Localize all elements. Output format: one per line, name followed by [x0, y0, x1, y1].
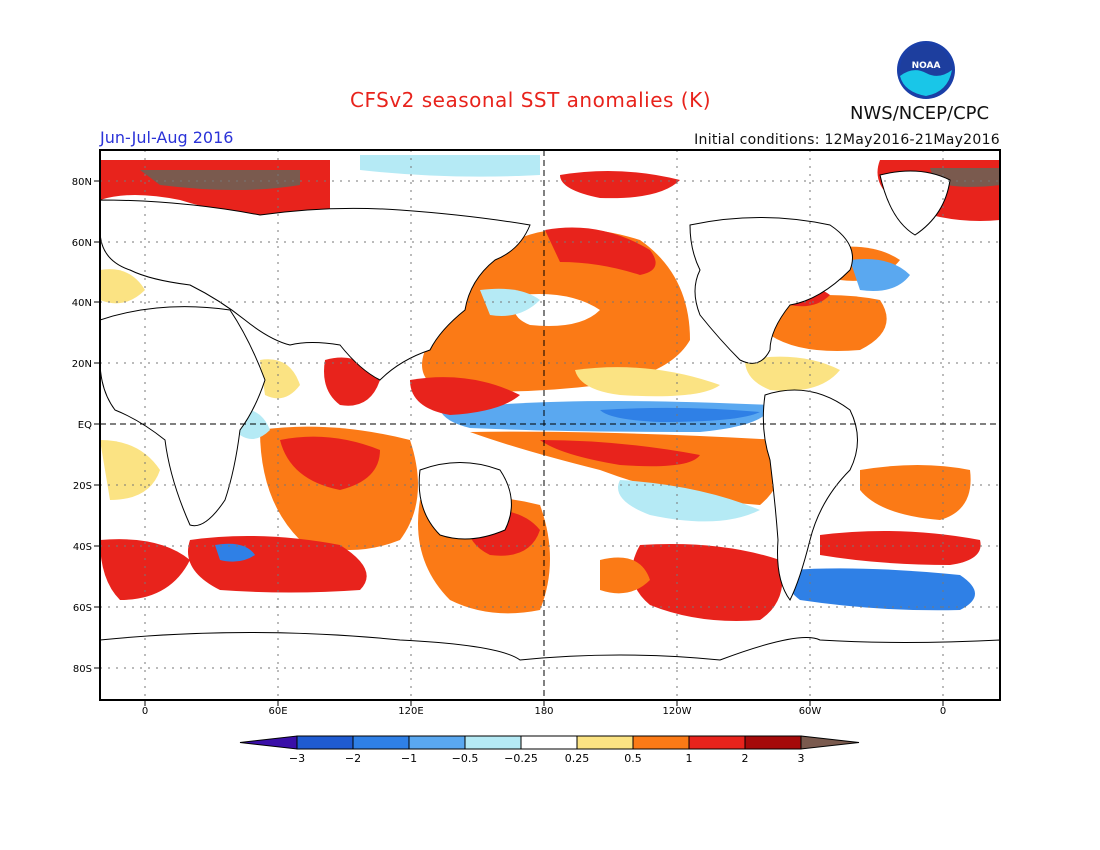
- lat-label: 80S: [73, 664, 92, 675]
- north-america-outline: [689, 217, 853, 364]
- map-title: CFSv2 seasonal SST anomalies (K): [350, 88, 711, 112]
- lat-label: 60N: [72, 238, 92, 249]
- colorbar-label: 3: [798, 752, 805, 765]
- lat-label: 60S: [73, 603, 92, 614]
- lon-label: 120W: [663, 706, 692, 717]
- greenland-outline: [879, 170, 951, 236]
- africa-outline: [100, 306, 266, 527]
- antarctica-outline: [100, 632, 1000, 700]
- colorbar: −3 −2 −1 −0.5 −0.25 0.25 0.5 1 2 3: [239, 735, 860, 765]
- colorbar-label: 2: [742, 752, 749, 765]
- period-label: Jun-Jul-Aug 2016: [100, 128, 234, 147]
- lon-label: 120E: [398, 706, 423, 717]
- colorbar-swatch: [744, 735, 802, 750]
- eurasia-outline: [100, 199, 531, 381]
- lon-label: 0: [142, 706, 148, 717]
- noaa-logo: NOAA: [897, 41, 955, 99]
- lon-label: 60E: [268, 706, 287, 717]
- lat-label: 20N: [72, 359, 92, 370]
- gridlines: [100, 150, 1000, 700]
- colorbar-swatch: [408, 735, 466, 750]
- colorbar-swatch: [520, 735, 578, 750]
- colorbar-label: −2: [345, 752, 361, 765]
- colorbar-arrow-low: [239, 735, 298, 750]
- colorbar-label: 1: [686, 752, 693, 765]
- colorbar-swatch: [688, 735, 746, 750]
- initial-conditions-label: Initial conditions: 12May2016-21May2016: [694, 132, 1000, 148]
- colorbar-swatch: [464, 735, 522, 750]
- lon-label: 60W: [799, 706, 822, 717]
- colorbar-label: 0.25: [565, 752, 590, 765]
- lon-label: 180: [534, 706, 553, 717]
- colorbar-swatch: [296, 735, 354, 750]
- colorbar-label: −0.5: [452, 752, 479, 765]
- lat-label: 40N: [72, 298, 92, 309]
- agency-label: NWS/NCEP/CPC: [850, 103, 990, 124]
- lat-label: 40S: [73, 542, 92, 553]
- colorbar-swatch: [352, 735, 410, 750]
- colorbar-swatch: [632, 735, 690, 750]
- lon-label: 0: [940, 706, 946, 717]
- australia-outline: [418, 462, 512, 540]
- colorbar-label: −0.25: [504, 752, 538, 765]
- noaa-logo-text: NOAA: [912, 61, 941, 71]
- latitude-labels: 80N 60N 40N 20N EQ 20S 40S 60S 80S: [72, 177, 100, 675]
- colorbar-label: 0.5: [624, 752, 642, 765]
- continents: [100, 170, 1000, 700]
- colorbar-swatch: [576, 735, 634, 750]
- lat-label: 80N: [72, 177, 92, 188]
- lat-label: 20S: [73, 481, 92, 492]
- colorbar-arrow-high: [800, 735, 860, 750]
- colorbar-label: −3: [289, 752, 305, 765]
- map-frame: [99, 149, 1001, 701]
- anomaly-field: [100, 155, 1000, 621]
- colorbar-label: −1: [401, 752, 417, 765]
- longitude-labels: 0 60E 120E 180 120W 60W 0: [142, 700, 946, 717]
- lat-label: EQ: [78, 420, 92, 431]
